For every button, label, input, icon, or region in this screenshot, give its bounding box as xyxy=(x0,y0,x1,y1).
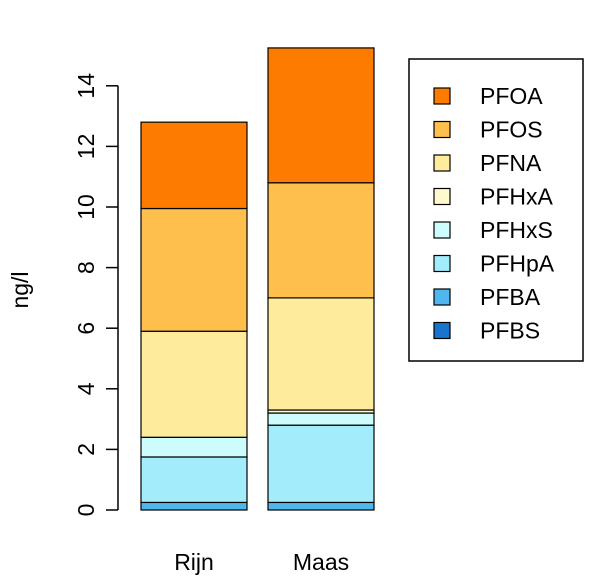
y-tick-label-8: 8 xyxy=(73,261,99,274)
y-tick-label-6: 6 xyxy=(73,322,99,335)
legend-label-pfhpa: PFHpA xyxy=(480,251,555,277)
bar-segment-rijn-pfoa xyxy=(140,121,248,210)
legend-swatch-pfos xyxy=(433,120,451,139)
bar-segment-rijn-pfos xyxy=(140,207,248,332)
legend-label-pfos: PFOS xyxy=(480,117,543,143)
y-tick-label-10: 10 xyxy=(73,194,99,220)
legend-swatch-pfhxa xyxy=(433,187,451,206)
legend-label-pfna: PFNA xyxy=(480,150,542,176)
legend-swatch-pfhxs xyxy=(433,221,451,239)
bars xyxy=(140,47,375,511)
legend-swatch-pfbs xyxy=(433,321,451,340)
legend-swatch-pfhpa xyxy=(433,254,451,273)
legend-label-pfhxa: PFHxA xyxy=(480,184,554,210)
legend: PFOA PFOS PFNA PFHxA PFHxS PFHpA PFBA PFBS xyxy=(408,58,584,362)
x-label-maas: Maas xyxy=(293,549,349,575)
bar-segment-maas-pfhxs xyxy=(267,412,375,426)
bar-segment-rijn-pfba xyxy=(140,501,248,511)
y-tick-label-14: 14 xyxy=(73,73,99,99)
bar-segment-maas-pfhpa xyxy=(267,424,375,504)
y-tick-label-2: 2 xyxy=(73,443,99,456)
bar-segment-maas-pfna xyxy=(267,297,375,411)
legend-label-pfhxs: PFHxS xyxy=(480,217,553,243)
x-axis-labels: Rijn Maas xyxy=(174,549,349,575)
bar-segment-rijn-pfhxs xyxy=(140,436,248,458)
legend-label-pfbs: PFBS xyxy=(480,318,540,344)
legend-swatch-pfoa xyxy=(433,87,451,105)
y-axis: 0 2 4 6 8 10 12 14 xyxy=(73,73,119,517)
legend-swatch-pfba xyxy=(433,288,451,306)
y-tick-label-0: 0 xyxy=(73,504,99,517)
legend-label-pfoa: PFOA xyxy=(480,83,543,109)
bar-segment-rijn-pfhpa xyxy=(140,456,248,504)
y-axis-title: ng/l xyxy=(7,271,33,308)
legend-label-pfba: PFBA xyxy=(480,284,541,310)
legend-box xyxy=(408,58,584,362)
bar-segment-maas-pfoa xyxy=(267,47,375,184)
legend-swatch-pfna xyxy=(433,154,451,172)
x-label-rijn: Rijn xyxy=(174,549,214,575)
bar-segment-rijn-pfna xyxy=(140,330,248,438)
y-tick-label-12: 12 xyxy=(73,134,99,160)
bar-segment-maas-pfos xyxy=(267,182,375,299)
y-tick-label-4: 4 xyxy=(73,382,99,395)
bar-segment-maas-pfba xyxy=(267,501,375,511)
